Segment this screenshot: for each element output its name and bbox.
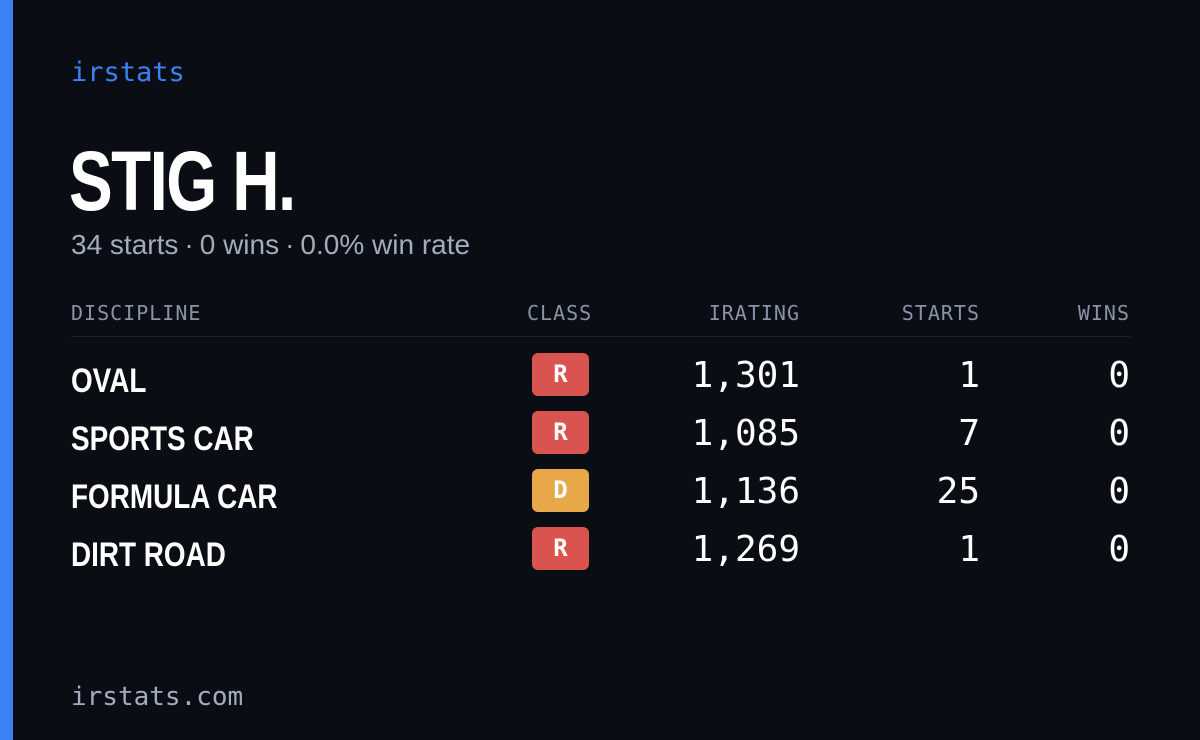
wins-value: 0 bbox=[1108, 355, 1130, 396]
discipline-table: DISCIPLINE CLASS IRATING STARTS WINS OVA… bbox=[71, 298, 1130, 574]
class-badge: R bbox=[532, 353, 589, 396]
total-starts: 34 starts bbox=[71, 229, 179, 260]
header-class: CLASS bbox=[527, 301, 593, 325]
class-badge: R bbox=[532, 527, 589, 570]
irating-value: 1,301 bbox=[691, 355, 800, 396]
discipline-name: SPORTS CAR bbox=[71, 420, 254, 458]
table-header: DISCIPLINE CLASS IRATING STARTS WINS bbox=[71, 298, 1130, 337]
starts-value: 25 bbox=[936, 471, 980, 512]
header-discipline: DISCIPLINE bbox=[71, 301, 202, 325]
irating-value: 1,269 bbox=[691, 529, 800, 570]
class-badge: R bbox=[532, 411, 589, 454]
wins-value: 0 bbox=[1108, 471, 1130, 512]
table-row: FORMULA CAR D 1,136 25 0 bbox=[71, 453, 1130, 516]
discipline-name: DIRT ROAD bbox=[71, 536, 226, 574]
summary-separator: · bbox=[184, 229, 194, 260]
footer-domain: irstats.com bbox=[71, 682, 244, 712]
discipline-name: OVAL bbox=[71, 362, 147, 400]
starts-value: 1 bbox=[958, 355, 980, 396]
discipline-name: FORMULA CAR bbox=[71, 478, 278, 516]
wins-value: 0 bbox=[1108, 529, 1130, 570]
class-badge: D bbox=[532, 469, 589, 512]
table-row: DIRT ROAD R 1,269 1 0 bbox=[71, 511, 1130, 574]
brand-logo-text: irstats bbox=[71, 57, 185, 88]
header-irating: IRATING bbox=[708, 301, 800, 325]
starts-value: 7 bbox=[958, 413, 980, 454]
accent-bar bbox=[0, 0, 13, 740]
wins-value: 0 bbox=[1108, 413, 1130, 454]
header-wins: WINS bbox=[1077, 301, 1130, 325]
header-starts: STARTS bbox=[901, 301, 980, 325]
driver-name: STIG H. bbox=[69, 134, 296, 228]
starts-value: 1 bbox=[958, 529, 980, 570]
irating-value: 1,136 bbox=[691, 471, 800, 512]
table-row: OVAL R 1,301 1 0 bbox=[71, 337, 1130, 400]
win-rate: 0.0% win rate bbox=[300, 229, 471, 260]
total-wins: 0 wins bbox=[199, 229, 280, 260]
table-row: SPORTS CAR R 1,085 7 0 bbox=[71, 395, 1130, 458]
summary-separator: · bbox=[285, 229, 295, 260]
driver-summary: 34 starts · 0 wins · 0.0% win rate bbox=[71, 228, 470, 262]
irating-value: 1,085 bbox=[691, 413, 800, 454]
